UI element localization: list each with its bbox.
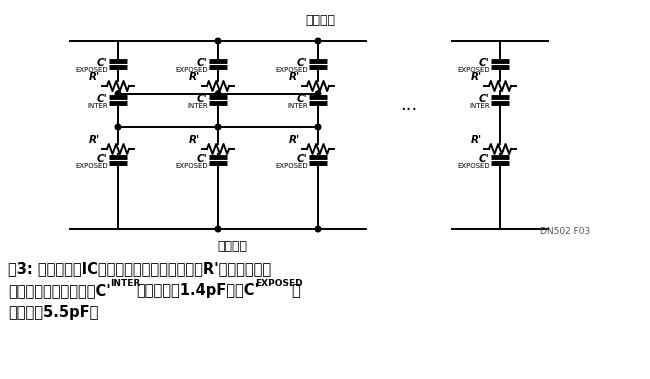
Text: R': R' xyxy=(289,135,300,145)
Text: EXPOSED: EXPOSED xyxy=(75,163,108,169)
Circle shape xyxy=(315,91,321,97)
Text: R': R' xyxy=(471,135,482,145)
Text: EXPOSED: EXPOSED xyxy=(276,66,308,72)
Text: C': C' xyxy=(196,58,207,67)
Text: R': R' xyxy=(471,72,482,82)
Text: C': C' xyxy=(96,58,107,67)
Text: C': C' xyxy=(296,153,307,163)
Text: 裸露焊盘: 裸露焊盘 xyxy=(305,14,335,28)
Text: R': R' xyxy=(189,135,200,145)
Text: C': C' xyxy=(478,153,489,163)
Text: EXPOSED: EXPOSED xyxy=(255,279,303,288)
Text: 净效应为5.5pF。: 净效应为5.5pF。 xyxy=(8,305,98,320)
Text: R': R' xyxy=(189,72,200,82)
Text: R': R' xyxy=(89,135,100,145)
Text: 的净效应为1.4pF，而C': 的净效应为1.4pF，而C' xyxy=(136,283,259,298)
Circle shape xyxy=(115,91,121,97)
Text: EXPOSED: EXPOSED xyxy=(75,66,108,72)
Text: R': R' xyxy=(89,72,100,82)
Text: 的: 的 xyxy=(291,283,300,298)
Text: INTER: INTER xyxy=(287,102,308,108)
Text: EXPOSED: EXPOSED xyxy=(176,66,208,72)
Text: INTER: INTER xyxy=(187,102,208,108)
Text: C': C' xyxy=(96,153,107,163)
Circle shape xyxy=(215,226,221,232)
Circle shape xyxy=(315,38,321,44)
Text: EXPOSED: EXPOSED xyxy=(276,163,308,169)
Circle shape xyxy=(115,124,121,130)
Text: C': C' xyxy=(478,58,489,67)
Circle shape xyxy=(315,226,321,232)
Text: DN502 F03: DN502 F03 xyxy=(540,227,590,236)
Text: EXPOSED: EXPOSED xyxy=(176,163,208,169)
Text: C': C' xyxy=(296,58,307,67)
Text: C': C' xyxy=(296,94,307,103)
Text: EXPOSED: EXPOSED xyxy=(458,163,490,169)
Text: INTER: INTER xyxy=(87,102,108,108)
Text: C': C' xyxy=(478,94,489,103)
Circle shape xyxy=(215,38,221,44)
Text: INTER: INTER xyxy=(469,102,490,108)
Circle shape xyxy=(315,124,321,130)
Text: ···: ··· xyxy=(400,102,417,119)
Text: INTER: INTER xyxy=(110,279,140,288)
Text: R': R' xyxy=(289,72,300,82)
Text: 图3: 匹配电阻器IC中分布式电容的简单模型。R'分量之和产生: 图3: 匹配电阻器IC中分布式电容的简单模型。R'分量之和产生 xyxy=(8,261,271,276)
Text: EXPOSED: EXPOSED xyxy=(458,66,490,72)
Text: 一个等效的单电阻器。C': 一个等效的单电阻器。C' xyxy=(8,283,110,298)
Text: C': C' xyxy=(196,153,207,163)
Circle shape xyxy=(215,91,221,97)
Circle shape xyxy=(215,124,221,130)
Text: C': C' xyxy=(196,94,207,103)
Text: 裸露焊盘: 裸露焊盘 xyxy=(217,240,247,252)
Text: C': C' xyxy=(96,94,107,103)
